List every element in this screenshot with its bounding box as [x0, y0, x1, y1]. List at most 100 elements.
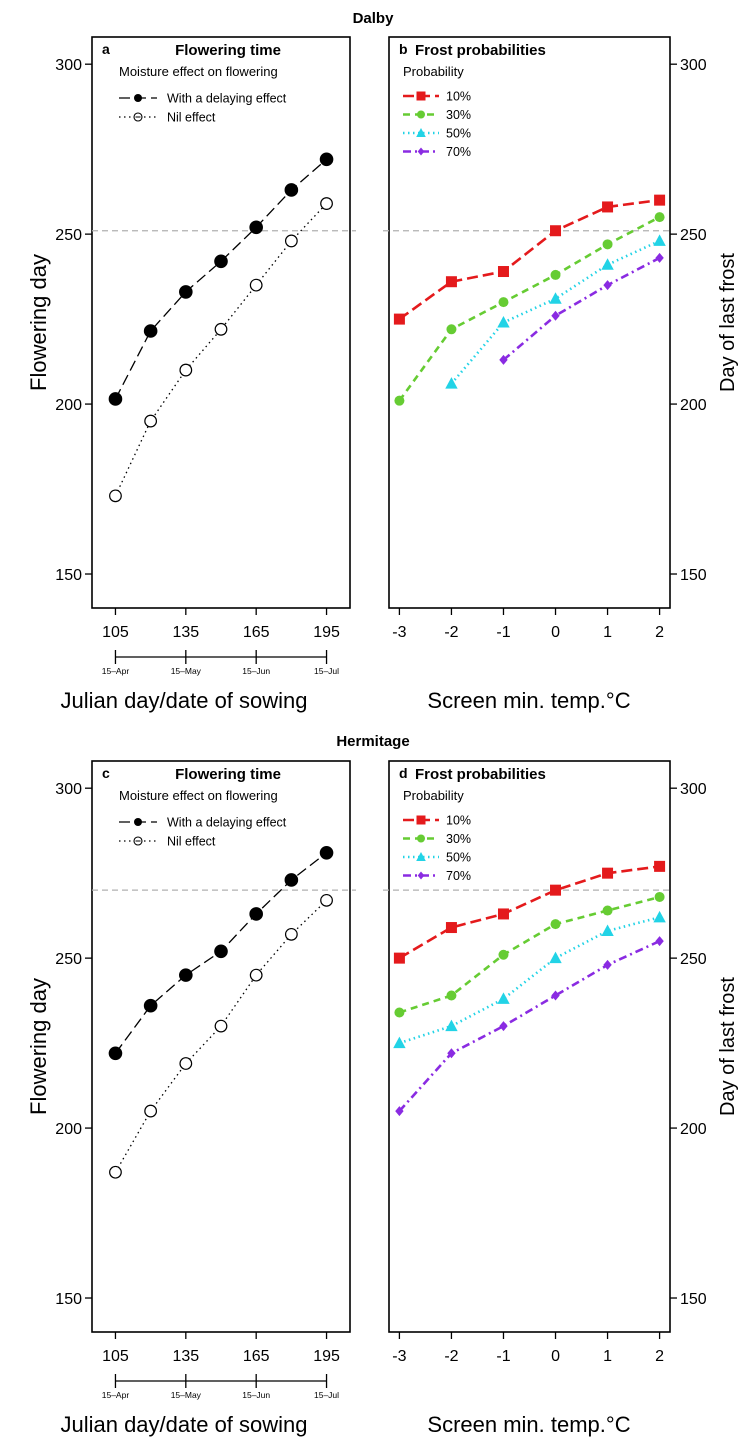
series-1 [108, 152, 334, 406]
x-tick-label: -2 [444, 1348, 458, 1365]
data-point [551, 310, 560, 321]
legend-label: 10% [446, 90, 471, 104]
series-line [398, 215, 661, 402]
data-point [445, 276, 457, 288]
data-point [284, 927, 298, 941]
series-4 [499, 252, 664, 365]
y-tick-label: 300 [55, 57, 82, 74]
data-point [179, 285, 193, 299]
data-point [249, 220, 263, 235]
date-tick-label: 15–Apr [102, 666, 130, 676]
panel-title: Flowering time [175, 42, 281, 59]
data-point [284, 873, 299, 887]
legend-item: 70% [403, 869, 471, 883]
series-2 [109, 893, 333, 1179]
y-tick-label: 300 [680, 57, 707, 74]
series-line [398, 939, 661, 1112]
panel-b: 150 200 250 300 -3 -2 -1 0 1 2 Day of last frost Sc… [383, 36, 739, 713]
data-point [550, 269, 561, 280]
y-axis-title: Day of last frost [717, 253, 739, 392]
y-tick-label: 250 [680, 951, 707, 968]
data-point [284, 183, 299, 197]
data-point [655, 252, 664, 263]
plot-frame [91, 36, 351, 609]
legend-item: 30% [403, 108, 471, 122]
data-point [446, 324, 457, 335]
data-point [602, 867, 614, 879]
series-line [502, 256, 661, 361]
data-point [445, 1019, 458, 1032]
legend-item: 30% [403, 832, 471, 846]
data-point [445, 922, 457, 934]
data-point [214, 1019, 228, 1033]
data-point [319, 845, 334, 860]
panel-title: Flowering time [175, 766, 281, 783]
plot-frame [388, 36, 671, 609]
data-point [549, 951, 562, 964]
data-point [179, 363, 193, 377]
legend-item: With a delaying effect [119, 816, 287, 830]
x-tick-label: 195 [313, 1348, 340, 1365]
legend-marker [134, 818, 142, 826]
series-line [398, 865, 660, 960]
data-point [144, 1104, 158, 1118]
data-point [319, 152, 334, 167]
y-tick-label: 150 [680, 567, 707, 584]
legend-item: Nil effect [119, 835, 216, 849]
data-point [320, 893, 333, 907]
legend-label: 30% [446, 108, 471, 122]
data-point [144, 414, 158, 428]
y-tick-label: 300 [680, 781, 707, 798]
y-tick-label: 150 [55, 1291, 82, 1308]
data-point [499, 1021, 508, 1032]
data-point [108, 1046, 123, 1061]
panel-letter: b [399, 41, 408, 57]
data-point [602, 201, 614, 213]
legend-marker [417, 871, 425, 880]
series-line [398, 916, 660, 1045]
plot-frame [388, 760, 671, 1333]
legend-item: 50% [403, 851, 471, 865]
data-point [654, 860, 666, 872]
y-tick-label: 200 [55, 397, 82, 414]
data-point [551, 990, 560, 1001]
series-1 [393, 194, 666, 325]
data-point [214, 322, 228, 336]
panel-title: Frost probabilities [415, 766, 546, 783]
legend-item: With a delaying effect [119, 92, 287, 106]
data-point [497, 992, 510, 1004]
x-tick-label: 1 [603, 1348, 612, 1365]
y-tick-label: 200 [55, 1121, 82, 1138]
x-axis-title: Julian day/date of sowing [60, 1412, 307, 1437]
legend-label: Nil effect [167, 111, 216, 125]
y-tick-label: 300 [55, 781, 82, 798]
legend-label: 70% [446, 145, 471, 159]
y-tick-label: 250 [55, 951, 82, 968]
data-point [108, 392, 123, 406]
legend-label: 50% [446, 851, 471, 865]
date-tick-label: 15–Jul [314, 1390, 339, 1400]
data-point [393, 952, 405, 964]
x-tick-label: 135 [172, 624, 199, 641]
data-point [602, 239, 613, 250]
panel-letter: c [102, 765, 110, 781]
data-point [603, 280, 612, 291]
y-tick-label: 150 [680, 1291, 707, 1308]
date-tick-label: 15–Jul [314, 666, 339, 676]
legend-marker [417, 147, 425, 156]
data-point [653, 234, 666, 246]
x-tick-label: 105 [102, 624, 129, 641]
y-tick-label: 150 [55, 567, 82, 584]
data-point [655, 936, 664, 947]
y-axis-title: Day of last frost [717, 977, 739, 1116]
data-point [498, 949, 509, 960]
panel-c: 150 200 250 300 105 135 165 195 15–Apr 15–May 15–J… [26, 760, 356, 1437]
series-1 [393, 860, 666, 964]
x-tick-label: 105 [102, 1348, 129, 1365]
panel-a: 150 200 250 300 105 135 165 195 15–Apr 15–May 15–J… [26, 36, 356, 713]
y-tick-label: 250 [55, 227, 82, 244]
data-point [602, 905, 613, 916]
data-point [394, 1007, 405, 1018]
series-3 [393, 910, 666, 1049]
